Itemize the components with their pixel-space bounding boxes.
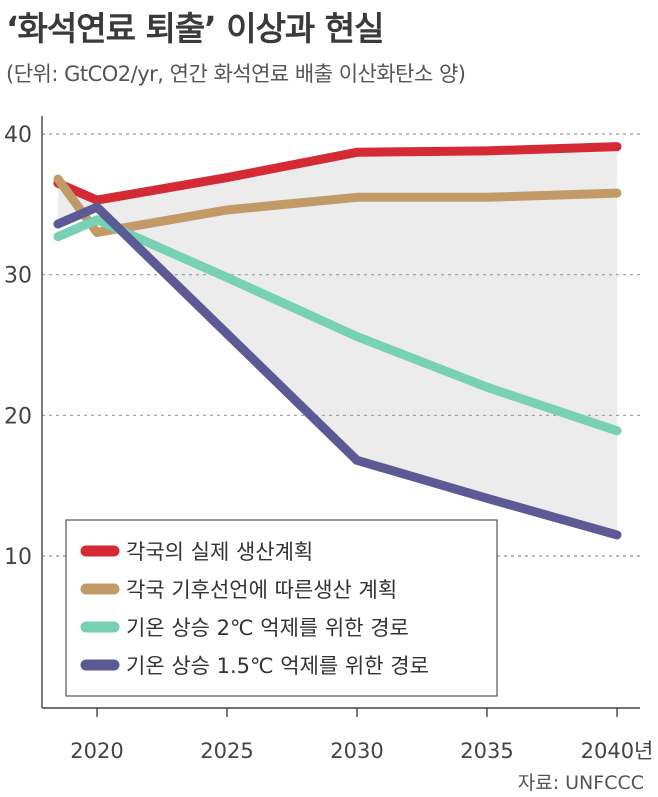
series-line-1 bbox=[53, 142, 622, 205]
legend-label-3: 기온 상승 2℃ 억제를 위한 경로 bbox=[126, 616, 409, 640]
x-tick-label-2025: 2025 bbox=[200, 739, 253, 763]
x-tick-label-2035: 2035 bbox=[460, 739, 513, 763]
source-note: 자료: UNFCCC bbox=[517, 772, 644, 794]
shaded-range-area bbox=[58, 146, 617, 535]
y-tick-label-40: 40 bbox=[4, 123, 32, 148]
chart-subtitle: (단위: GtCO2/yr, 연간 화석연료 배출 이산화탄소 양) bbox=[6, 62, 466, 86]
legend-label-4: 기온 상승 1.5℃ 억제를 위한 경로 bbox=[126, 654, 429, 678]
legend-label-1: 각국의 실제 생산계획 bbox=[126, 540, 313, 564]
legend-box bbox=[65, 519, 498, 697]
x-tick-label-2040: 2040년 bbox=[581, 739, 654, 763]
series-line-3 bbox=[53, 215, 622, 436]
chart-title: ‘화석연료 퇴출’ 이상과 현실 bbox=[6, 9, 384, 48]
x-tick-label-2030: 2030 bbox=[330, 739, 383, 763]
y-tick-label-30: 30 bbox=[4, 264, 32, 289]
series-line-4 bbox=[53, 202, 622, 540]
legend-label-2: 각국 기후선언에 따른생산 계획 bbox=[126, 578, 397, 602]
y-tick-label-10: 10 bbox=[4, 545, 32, 570]
x-tick-label-2020: 2020 bbox=[70, 739, 123, 763]
y-tick-label-20: 20 bbox=[4, 404, 32, 429]
